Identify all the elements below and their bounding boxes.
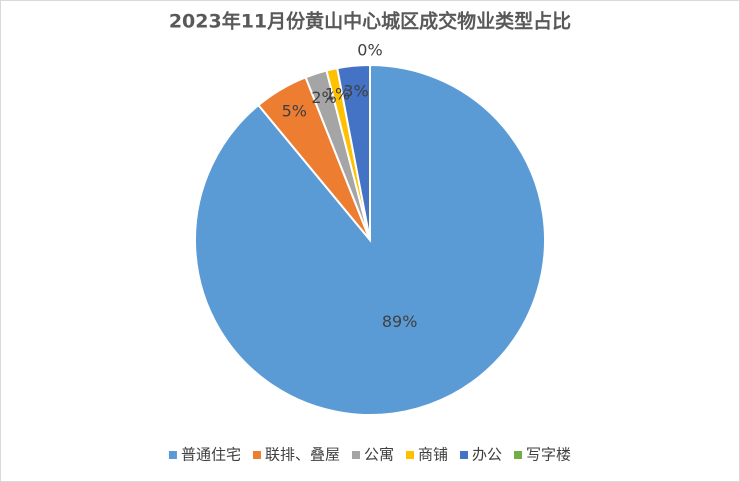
legend-swatch (514, 451, 523, 459)
data-label: 89% (382, 312, 418, 331)
legend-label: 办公 (472, 446, 502, 464)
legend-label: 联排、叠屋 (265, 446, 340, 464)
chart-title: 2023年11月份黄山中心城区成交物业类型占比 (169, 10, 571, 33)
legend-label: 商铺 (418, 446, 448, 464)
data-label: 0% (357, 41, 382, 60)
legend-label: 公寓 (364, 446, 394, 464)
data-label: 3% (343, 81, 368, 100)
legend-swatch (406, 451, 414, 459)
data-label: 2% (311, 88, 336, 107)
legend-swatch (351, 451, 360, 459)
data-label: 1% (325, 84, 350, 103)
legend-swatch (460, 451, 469, 459)
legend-swatch (168, 451, 177, 459)
data-label: 5% (282, 101, 307, 120)
legend-label: 写字楼 (526, 446, 571, 464)
legend-label: 普通住宅 (181, 446, 241, 464)
legend-swatch (252, 451, 261, 459)
